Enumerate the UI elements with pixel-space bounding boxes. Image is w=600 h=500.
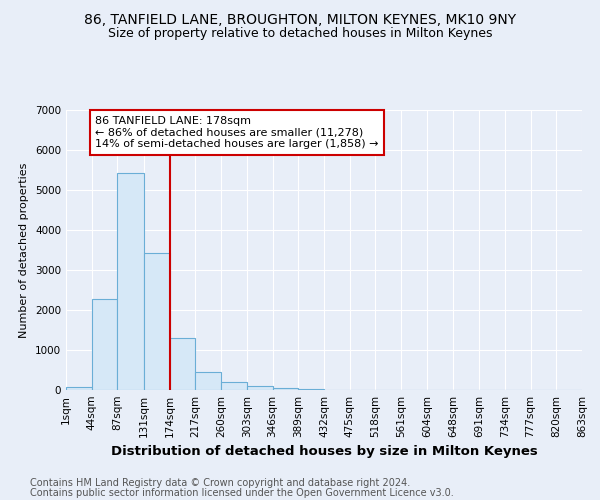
Text: Contains public sector information licensed under the Open Government Licence v3: Contains public sector information licen… (30, 488, 454, 498)
Text: 86 TANFIELD LANE: 178sqm
← 86% of detached houses are smaller (11,278)
14% of se: 86 TANFIELD LANE: 178sqm ← 86% of detach… (95, 116, 379, 149)
Bar (272, 388, 298, 390)
Bar (118, 173, 144, 390)
Bar (221, 382, 247, 390)
Bar (66, 387, 92, 390)
Y-axis label: Number of detached properties: Number of detached properties (19, 162, 29, 338)
Bar (247, 386, 272, 390)
Bar (298, 389, 324, 390)
Text: Contains HM Land Registry data © Crown copyright and database right 2024.: Contains HM Land Registry data © Crown c… (30, 478, 410, 488)
Bar (144, 253, 170, 390)
Text: Size of property relative to detached houses in Milton Keynes: Size of property relative to detached ho… (108, 28, 492, 40)
X-axis label: Distribution of detached houses by size in Milton Keynes: Distribution of detached houses by size … (110, 446, 538, 458)
Bar (92, 299, 118, 390)
Text: 86, TANFIELD LANE, BROUGHTON, MILTON KEYNES, MK10 9NY: 86, TANFIELD LANE, BROUGHTON, MILTON KEY… (84, 12, 516, 26)
Bar (170, 338, 195, 390)
Bar (195, 372, 221, 390)
